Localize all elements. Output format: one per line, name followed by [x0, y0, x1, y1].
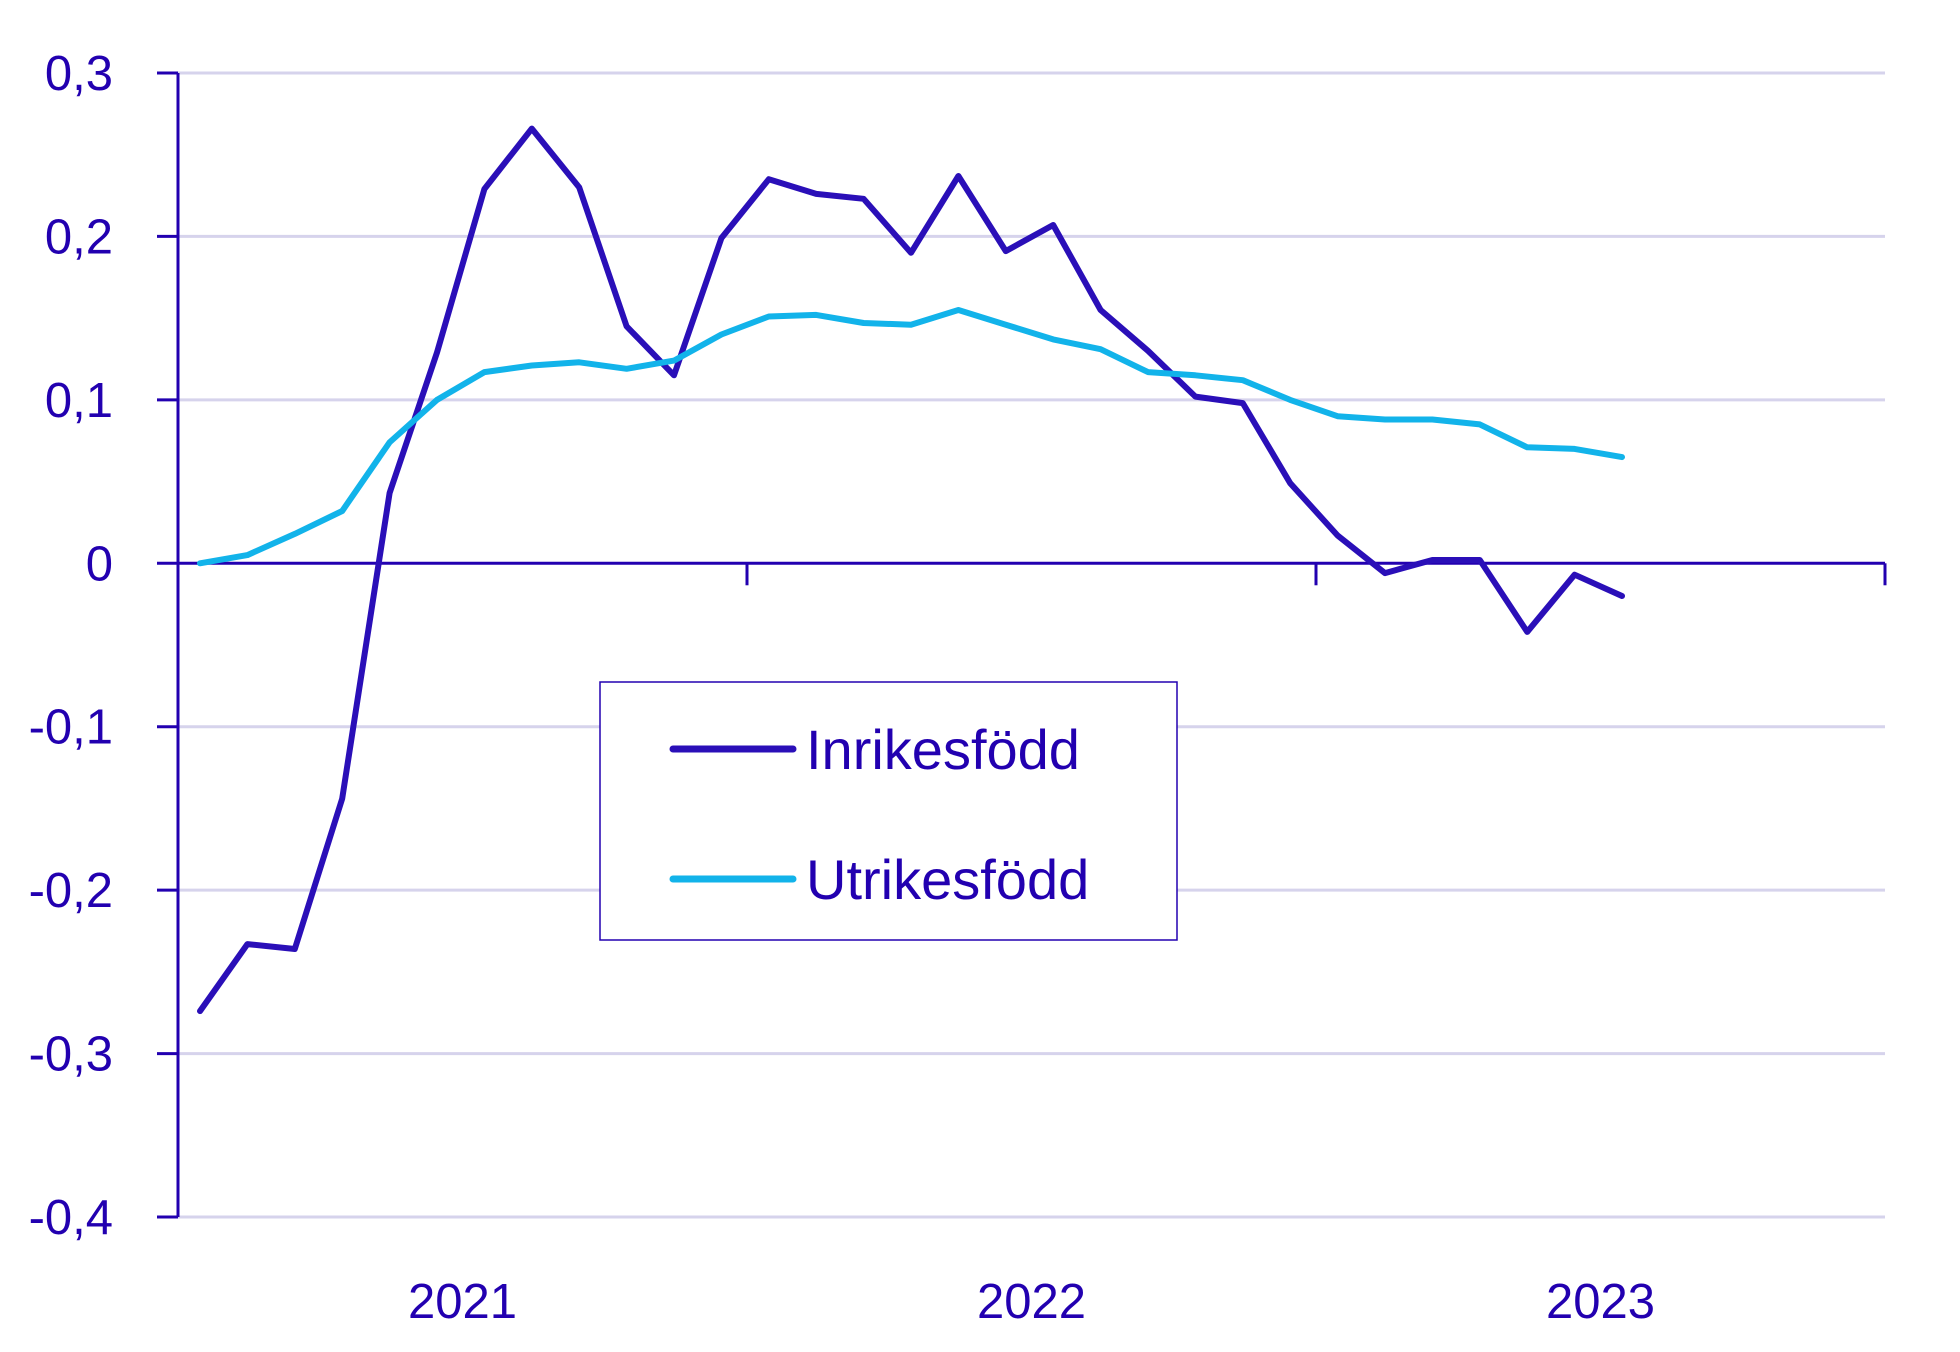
series-line-inrikesfödd [197, 125, 1625, 1015]
y-tick-label: -0,1 [29, 701, 113, 755]
y-tick-label: 0,3 [45, 47, 113, 101]
x-tick-label: 2021 [408, 1275, 517, 1329]
legend-label: Inrikesfödd [806, 718, 1080, 781]
x-axis: 2021 2022 2023 [178, 561, 1887, 1329]
gridlines [178, 71, 1885, 1219]
series-line-utrikesfödd [197, 307, 1625, 567]
y-tick-label: 0,2 [45, 210, 113, 264]
legend-box [599, 681, 1178, 941]
legend: Inrikesfödd Utrikesfödd [599, 681, 1178, 941]
y-tick-label: -0,3 [29, 1028, 113, 1082]
y-axis: 0,3 0,2 0,1 0 -0,1 -0,2 -0,3 -0,4 [29, 47, 180, 1245]
legend-label: Utrikesfödd [806, 848, 1089, 911]
y-tick-label: 0 [86, 537, 113, 591]
y-tick-label: -0,2 [29, 864, 113, 918]
x-tick-label: 2022 [977, 1275, 1086, 1329]
series-lines [197, 125, 1625, 1015]
y-tick-label: 0,1 [45, 374, 113, 428]
x-tick-label: 2023 [1546, 1275, 1655, 1329]
y-tick-label: -0,4 [29, 1191, 113, 1245]
